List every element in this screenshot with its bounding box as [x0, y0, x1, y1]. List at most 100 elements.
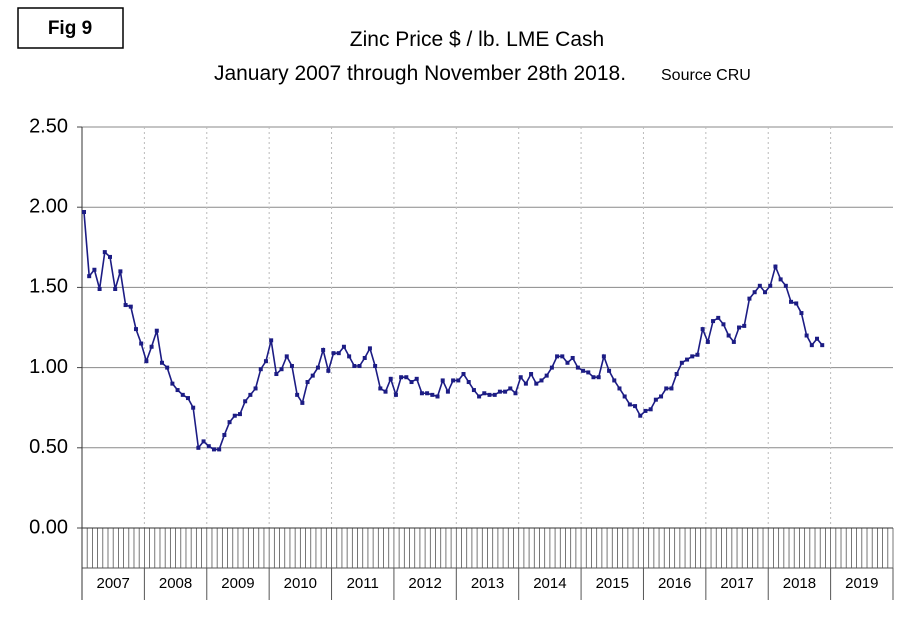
data-point — [113, 287, 118, 292]
data-point — [607, 368, 612, 373]
data-point — [445, 389, 450, 394]
y-tick-label: 1.00 — [29, 356, 68, 378]
data-point — [82, 210, 86, 215]
data-point — [492, 392, 497, 397]
data-point — [664, 386, 669, 391]
y-tick-label: 2.00 — [29, 195, 68, 217]
data-point — [617, 386, 622, 391]
data-point — [799, 311, 804, 316]
data-point — [477, 394, 482, 399]
x-tick-label: 2007 — [97, 575, 130, 592]
data-point — [690, 354, 695, 359]
data-point — [638, 413, 643, 418]
price-line — [83, 211, 823, 451]
data-point — [789, 299, 794, 304]
data-point — [336, 351, 341, 356]
data-point — [373, 363, 378, 368]
data-point — [778, 277, 783, 282]
data-point — [206, 444, 211, 449]
data-point — [326, 368, 331, 373]
data-point — [154, 328, 159, 333]
data-point — [503, 389, 508, 394]
data-point — [523, 381, 528, 386]
data-point — [513, 391, 518, 396]
chart-source: Source CRU — [661, 67, 751, 84]
data-point — [596, 375, 601, 380]
data-point — [289, 363, 294, 368]
data-point — [737, 325, 742, 330]
data-point — [711, 319, 716, 324]
data-point — [128, 304, 133, 309]
x-tick-label: 2014 — [533, 575, 566, 592]
data-point — [534, 381, 539, 386]
y-tick-label: 0.50 — [29, 436, 68, 458]
data-point — [409, 380, 414, 385]
data-point — [347, 354, 352, 359]
data-point — [123, 303, 128, 308]
x-tick-label: 2013 — [471, 575, 504, 592]
data-point — [263, 359, 268, 364]
data-point — [159, 360, 164, 365]
data-point — [440, 378, 445, 383]
data-point — [763, 290, 768, 295]
data-point — [258, 367, 263, 372]
data-point — [648, 407, 653, 412]
data-point — [565, 360, 570, 365]
data-point — [383, 389, 388, 394]
data-point — [425, 391, 430, 396]
data-point — [217, 447, 222, 452]
data-point — [185, 396, 190, 401]
data-point — [679, 360, 684, 365]
data-point — [549, 365, 554, 370]
data-point — [300, 400, 305, 405]
data-point — [352, 363, 357, 368]
data-point — [419, 391, 424, 396]
data-point — [622, 394, 627, 399]
y-tick-label: 0.00 — [29, 516, 68, 538]
data-point — [227, 420, 232, 425]
x-tick-label: 2012 — [408, 575, 441, 592]
data-point — [315, 365, 320, 370]
data-point — [742, 323, 747, 328]
data-point — [165, 365, 170, 370]
data-point — [591, 375, 596, 380]
chart-title: Zinc Price $ / lb. LME Cash — [350, 28, 604, 51]
data-point — [487, 392, 492, 397]
data-point — [685, 357, 690, 362]
data-point — [700, 327, 705, 332]
data-point — [705, 339, 710, 344]
data-point — [399, 375, 404, 380]
data-point — [269, 338, 274, 343]
data-point — [414, 376, 419, 381]
data-point — [570, 355, 575, 360]
data-point — [211, 447, 216, 452]
data-point — [586, 370, 591, 375]
data-point — [747, 296, 752, 301]
data-point — [809, 343, 814, 348]
data-point — [731, 339, 736, 344]
data-point — [497, 389, 502, 394]
data-point — [175, 388, 180, 393]
data-point — [362, 355, 367, 360]
data-point — [388, 376, 393, 381]
data-point — [341, 344, 346, 349]
data-point — [721, 322, 726, 327]
data-point — [139, 341, 144, 346]
y-tick-label: 1.50 — [29, 276, 68, 298]
data-point — [768, 283, 773, 288]
data-point — [295, 392, 300, 397]
data-point — [279, 367, 284, 372]
x-tick-label: 2016 — [658, 575, 691, 592]
figure-label: Fig 9 — [48, 18, 92, 39]
data-point — [102, 250, 107, 255]
data-point — [757, 283, 762, 288]
data-point — [794, 301, 799, 306]
data-point — [695, 352, 700, 357]
data-point — [815, 336, 820, 341]
data-point — [643, 408, 648, 413]
data-point — [284, 354, 289, 359]
data-point — [653, 397, 658, 402]
data-point — [435, 394, 440, 399]
data-point — [633, 404, 638, 409]
x-tick-label: 2010 — [284, 575, 317, 592]
